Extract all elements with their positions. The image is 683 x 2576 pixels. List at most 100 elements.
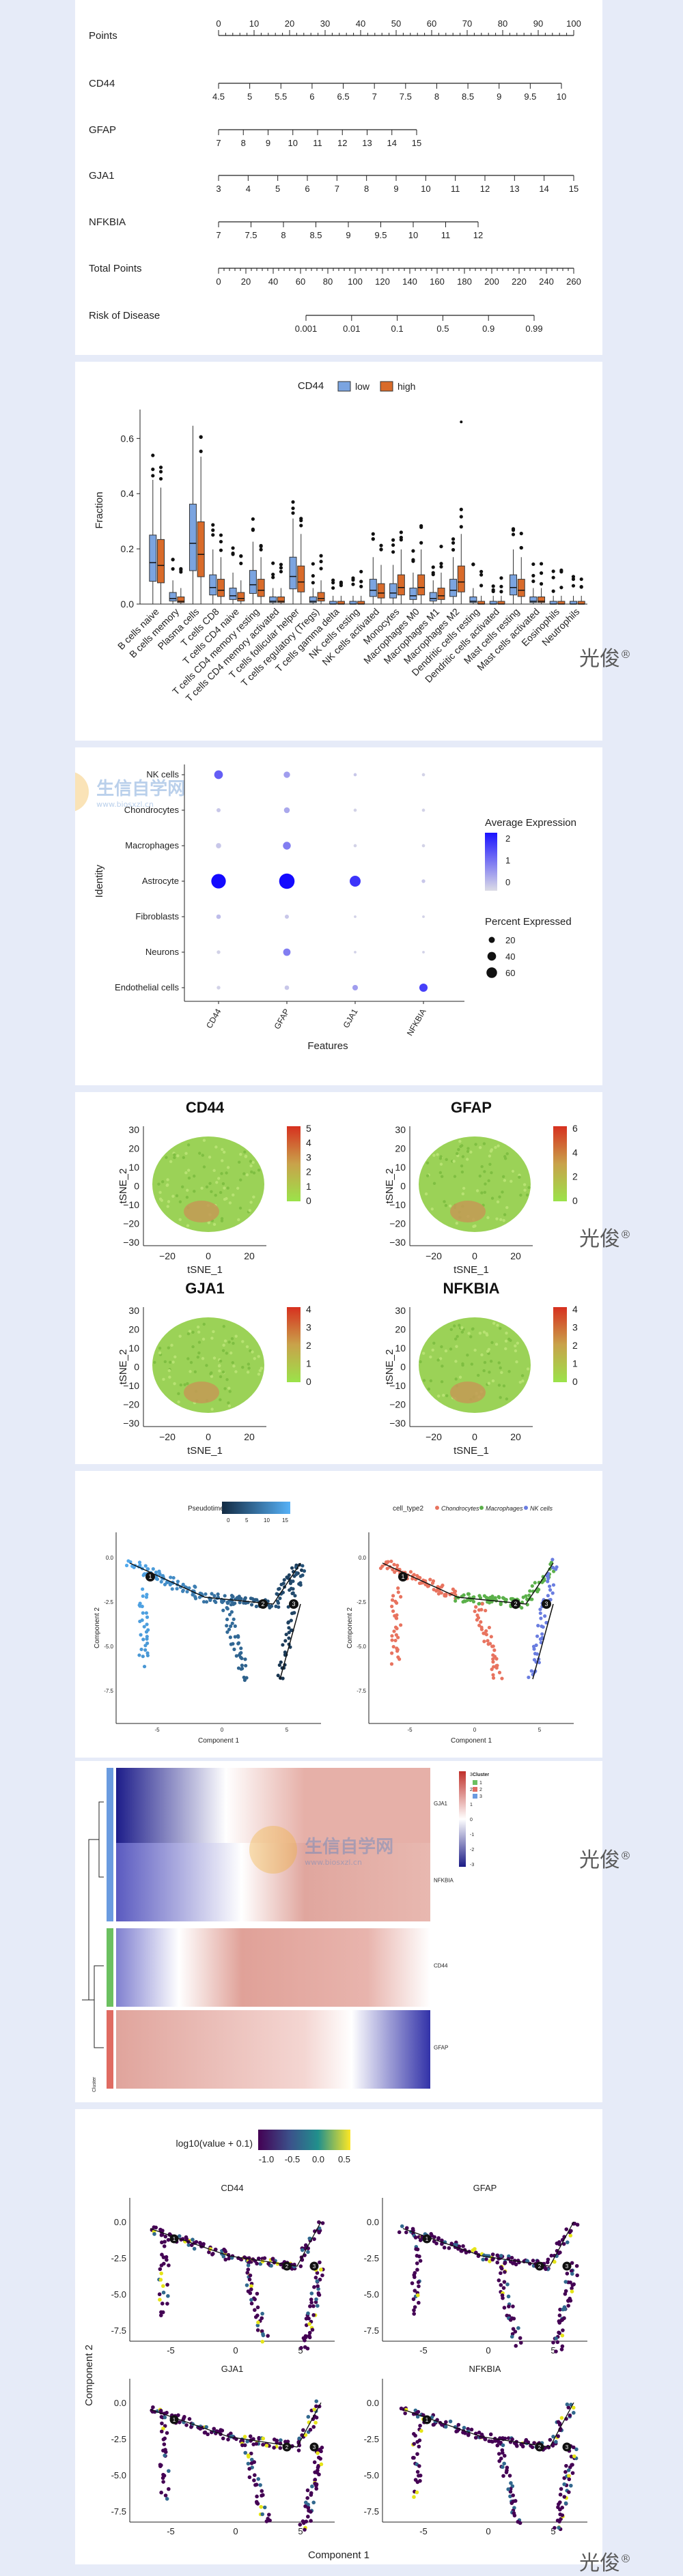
trajectory-cell bbox=[145, 1637, 149, 1641]
box-outlier bbox=[219, 539, 223, 544]
nomogram-tick-label: 4 bbox=[246, 184, 251, 194]
x-tick-label: -5 bbox=[167, 2345, 175, 2356]
tsne-cell bbox=[429, 1379, 433, 1383]
tsne-cell bbox=[222, 1150, 226, 1154]
box-high bbox=[177, 596, 185, 603]
celltype-legend-dot bbox=[524, 1506, 528, 1510]
trajectory-cell bbox=[505, 2282, 510, 2287]
box-high bbox=[277, 596, 285, 603]
branch-label: 3 bbox=[313, 2444, 316, 2450]
nomogram-panel: Points 0 10 20 30 40 50 60 70 80 90 100 CD44 4.5 5 5.5 6… bbox=[75, 0, 602, 355]
y-tick-label: 10 bbox=[128, 1162, 139, 1173]
box-outlier bbox=[571, 584, 576, 588]
tsne-cell bbox=[205, 1185, 209, 1189]
tsne-cell bbox=[243, 1150, 247, 1154]
trajectory-cell bbox=[492, 1665, 496, 1669]
tsne-cell bbox=[186, 1224, 190, 1227]
trajectory-cell bbox=[563, 2291, 568, 2296]
nomogram-tick-label: 240 bbox=[539, 276, 554, 287]
tsne-cell bbox=[470, 1362, 474, 1366]
branch-label: 3 bbox=[313, 2263, 316, 2270]
tsne-scale-tick: 2 bbox=[572, 1340, 578, 1351]
trajectory-cell bbox=[396, 1635, 400, 1640]
box-outlier bbox=[460, 420, 463, 424]
box-low bbox=[229, 588, 237, 600]
box-high bbox=[377, 583, 385, 599]
tsne-cell bbox=[173, 1355, 177, 1359]
tsne-cell bbox=[505, 1397, 509, 1401]
box-outlier bbox=[411, 558, 415, 562]
box-outlier bbox=[291, 506, 295, 511]
box-outlier bbox=[551, 575, 555, 579]
tsne-cell bbox=[461, 1363, 464, 1367]
trajectory-cell bbox=[309, 2300, 313, 2305]
trajectory-cell bbox=[237, 1653, 241, 1657]
y-tick-label: 30 bbox=[395, 1305, 406, 1316]
trajectory-cell bbox=[300, 2248, 305, 2252]
box-low bbox=[169, 592, 177, 602]
trajectory-cell bbox=[466, 2433, 471, 2437]
trajectory-cell bbox=[207, 2250, 211, 2255]
box-outlier bbox=[211, 523, 215, 527]
y-tick-label: -2.5 bbox=[357, 1599, 366, 1605]
trajectory-cell bbox=[565, 2402, 570, 2407]
tsne-cell bbox=[487, 1179, 490, 1183]
tsne-cell bbox=[171, 1194, 175, 1198]
tsne-cell bbox=[183, 1383, 186, 1386]
heatmap-scale-tick: 2 bbox=[470, 1788, 473, 1792]
trajectory-cell bbox=[469, 2427, 474, 2432]
trajectory-cell bbox=[242, 2435, 247, 2439]
tsne-cell bbox=[503, 1179, 507, 1182]
y-tick-label: -7.5 bbox=[364, 2506, 379, 2517]
pseudotime-legend-tick: 0 bbox=[227, 1517, 230, 1523]
box-outlier bbox=[251, 517, 255, 521]
trajectory-backbone bbox=[402, 2221, 574, 2267]
tsne-cell bbox=[186, 1332, 191, 1336]
tsne-scale-tick: 1 bbox=[306, 1358, 311, 1369]
tsne-cell bbox=[189, 1370, 192, 1373]
trajectory-cell bbox=[549, 2253, 554, 2258]
nomogram-tick-label: 260 bbox=[566, 276, 581, 287]
trajectory-cell bbox=[243, 1657, 247, 1661]
trajectory-cell bbox=[396, 1590, 400, 1594]
box-outlier bbox=[391, 538, 395, 542]
trajectory-cell bbox=[204, 1592, 208, 1597]
x-tick-label: -5 bbox=[419, 2526, 428, 2536]
trajectory-cell bbox=[507, 2474, 512, 2478]
nomogram-tick-label: 10 bbox=[288, 138, 298, 148]
x-tick-label: 0 bbox=[206, 1431, 211, 1442]
trajectory-cell bbox=[261, 2436, 266, 2441]
trajectory-cell bbox=[301, 1573, 305, 1577]
nomogram-tick-label: 11 bbox=[451, 184, 460, 194]
box-outlier bbox=[579, 585, 583, 589]
trajectory-cell bbox=[287, 1636, 291, 1640]
trajectory-cell bbox=[385, 1566, 389, 1571]
tsne-cell bbox=[527, 1186, 531, 1189]
trajectory-cell bbox=[417, 2254, 421, 2259]
tsne-cell bbox=[223, 1186, 226, 1190]
tsne-cell bbox=[466, 1149, 470, 1154]
trajectory-cell bbox=[191, 2237, 195, 2242]
tsne-cell bbox=[242, 1172, 246, 1175]
x-tick-label: −20 bbox=[159, 1250, 176, 1261]
trajectory-cell bbox=[161, 2427, 165, 2431]
x-tick-label: −20 bbox=[426, 1250, 442, 1261]
trajectory-cell bbox=[155, 1577, 160, 1582]
branch-point bbox=[258, 1599, 268, 1609]
box-outlier bbox=[419, 525, 423, 529]
tsne-cell bbox=[163, 1360, 167, 1364]
branch-point bbox=[398, 1572, 408, 1582]
trajectory-cell bbox=[503, 2270, 507, 2274]
tsne-cell bbox=[431, 1348, 434, 1352]
pseudotime-legend-tick: 5 bbox=[245, 1517, 249, 1523]
trajectory-cell bbox=[487, 1625, 491, 1630]
expr-panel-title: GJA1 bbox=[221, 2364, 244, 2374]
box-outlier bbox=[539, 562, 544, 566]
trajectory-cell bbox=[439, 1591, 443, 1595]
tsne-cell bbox=[454, 1360, 458, 1363]
branch-point bbox=[282, 2261, 292, 2271]
trajectory-cell bbox=[304, 2323, 309, 2328]
legend-high-swatch bbox=[380, 381, 393, 392]
trajectory-cell bbox=[317, 2472, 321, 2477]
